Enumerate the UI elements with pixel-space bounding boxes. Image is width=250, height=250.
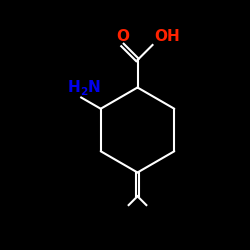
Text: 2: 2 [80, 87, 87, 97]
Text: OH: OH [154, 29, 180, 44]
Text: N: N [88, 80, 100, 96]
Text: H: H [67, 80, 80, 96]
Text: O: O [116, 29, 129, 44]
